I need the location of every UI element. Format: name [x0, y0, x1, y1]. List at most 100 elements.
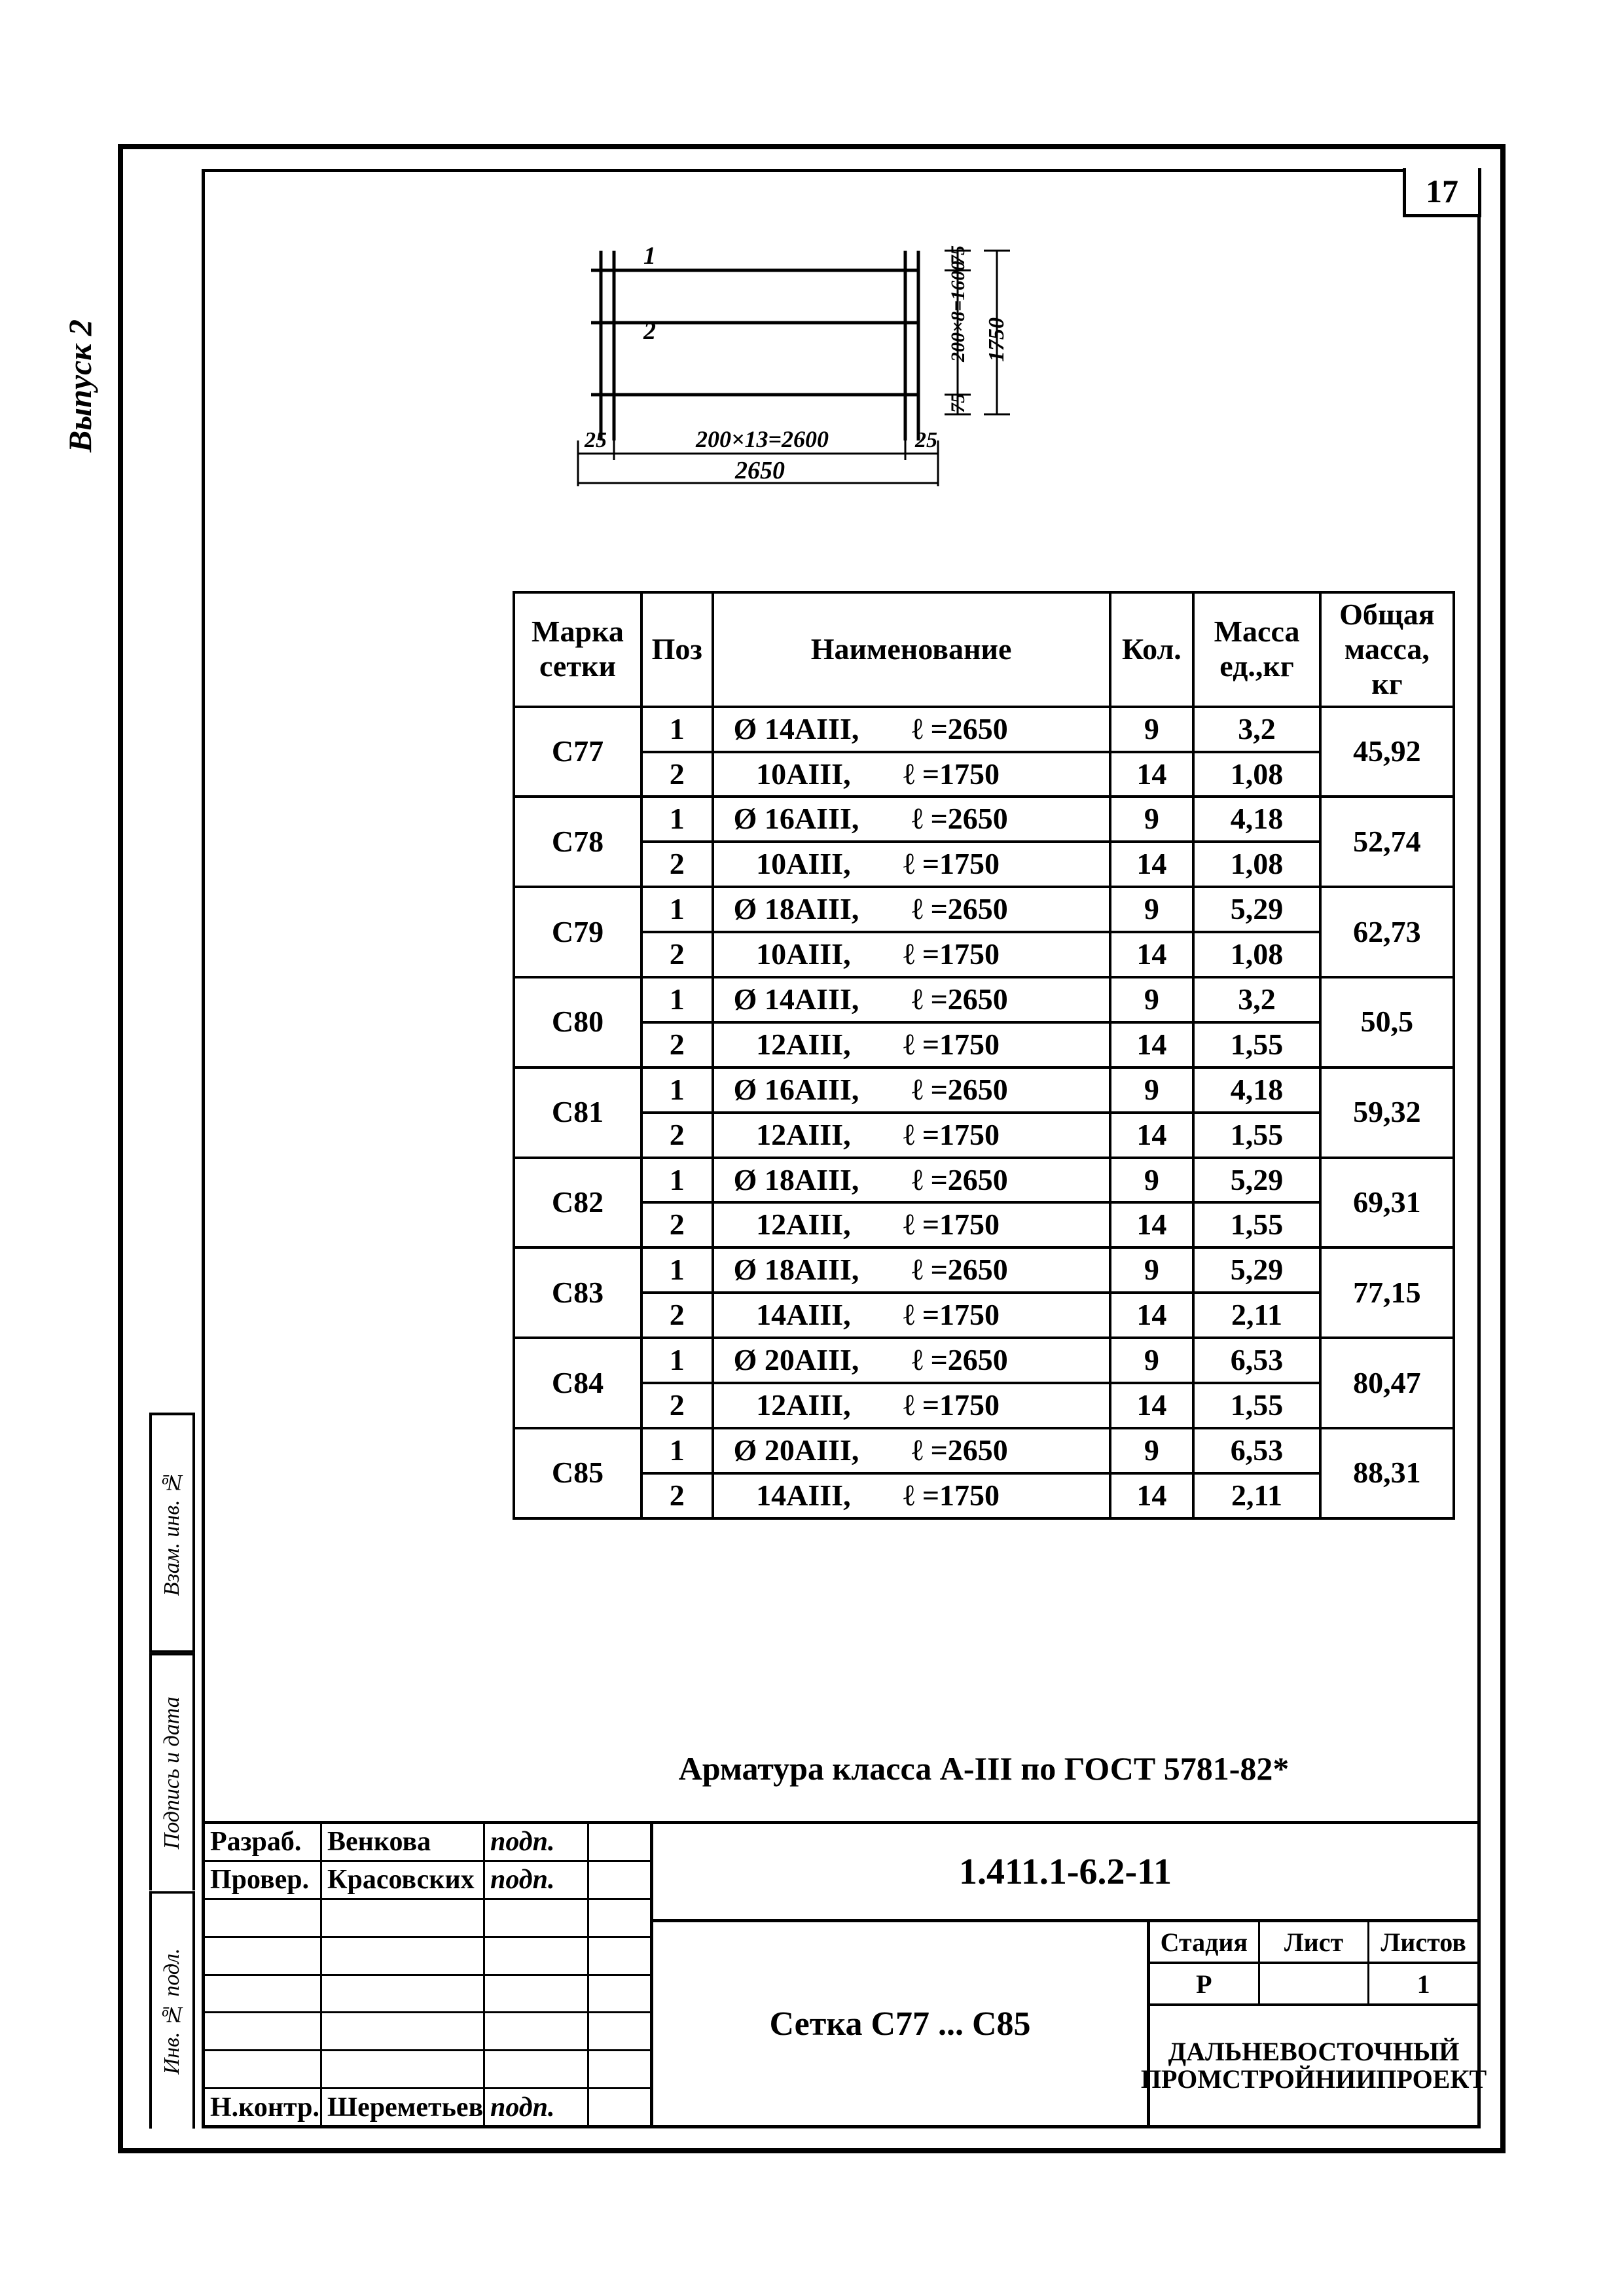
table-row: 2 12АIII, ℓ =1750141,55: [514, 1202, 1454, 1247]
approval-row: Разраб.Венковаподп.: [205, 1824, 650, 1862]
inner-frame: 17 1 2 25 200×13=2600 25 2650: [202, 169, 1481, 2128]
cell-mark: С81: [514, 1067, 641, 1158]
dim-total-width: 2650: [734, 457, 785, 484]
table-row: 2 14АIII, ℓ =1750142,11: [514, 1293, 1454, 1338]
cell-total-mass: 77,15: [1320, 1247, 1454, 1338]
cell-name: Ø 14АIII, ℓ =2650: [713, 977, 1110, 1022]
approval-date: [589, 1824, 650, 1860]
diagram-pos-2: 2: [643, 317, 656, 345]
cell-qty: 9: [1110, 1247, 1194, 1293]
organization: ДАЛЬНЕВОСТОЧНЫЙПРОМСТРОЙНИИПРОЕКТ: [1150, 2006, 1477, 2125]
cell-total-mass: 50,5: [1320, 977, 1454, 1067]
cell-name: 12АIII, ℓ =1750: [713, 1113, 1110, 1158]
cell-pos: 2: [641, 1113, 713, 1158]
title-block-meta: Стадия Лист Листов Р 1 ДАЛЬНЕВОСТОЧНЫЙПР…: [1150, 1922, 1477, 2125]
cell-name: 10АIII, ℓ =1750: [713, 752, 1110, 797]
cell-total-mass: 80,47: [1320, 1338, 1454, 1428]
col-total-mass: Общаямасса,кг: [1320, 592, 1454, 707]
cell-mark: С79: [514, 887, 641, 977]
approval-role: Разраб.: [205, 1824, 322, 1860]
meta-sheet-label: Лист: [1260, 1922, 1370, 1962]
dim-right-offset: 25: [914, 428, 937, 452]
cell-qty: 14: [1110, 932, 1194, 977]
approval-name: [322, 1976, 485, 2012]
cell-name: Ø 16АIII, ℓ =2650: [713, 797, 1110, 842]
approval-row: [205, 2051, 650, 2089]
cell-pos: 2: [641, 1473, 713, 1518]
cell-qty: 9: [1110, 887, 1194, 932]
cell-unit-mass: 5,29: [1193, 887, 1320, 932]
meta-sheet-value: [1260, 1964, 1370, 2003]
approval-name: Шереметьев: [322, 2089, 485, 2125]
approval-signature: [485, 1938, 589, 1974]
cell-unit-mass: 1,55: [1193, 1383, 1320, 1428]
issue-label: Выпуск 2: [61, 319, 99, 452]
cell-qty: 9: [1110, 1067, 1194, 1113]
cell-qty: 14: [1110, 842, 1194, 887]
cell-unit-mass: 6,53: [1193, 1428, 1320, 1473]
cell-total-mass: 45,92: [1320, 707, 1454, 797]
approval-signature: подп.: [485, 1862, 589, 1898]
cell-qty: 14: [1110, 1113, 1194, 1158]
approval-name: [322, 1938, 485, 1974]
dim-total-height: 1750: [984, 317, 1009, 362]
drawing-sheet: Выпуск 2 Взам. инв. № Подпись и дата Инв…: [118, 144, 1506, 2153]
table-row: 2 12АIII, ℓ =1750141,55: [514, 1383, 1454, 1428]
cell-name: 10АIII, ℓ =1750: [713, 932, 1110, 977]
cell-pos: 2: [641, 932, 713, 977]
cell-pos: 2: [641, 842, 713, 887]
cell-name: Ø 18АIII, ℓ =2650: [713, 887, 1110, 932]
cell-name: Ø 16АIII, ℓ =2650: [713, 1067, 1110, 1113]
drawing-code: 1.411.1-6.2-11: [653, 1824, 1477, 1922]
title-block-right: 1.411.1-6.2-11 Сетка С77 ... С85 Стадия …: [653, 1824, 1477, 2125]
cell-pos: 1: [641, 1247, 713, 1293]
cell-unit-mass: 5,29: [1193, 1247, 1320, 1293]
cell-qty: 14: [1110, 1383, 1194, 1428]
binder-column: Взам. инв. № Подпись и дата Инв. № подл.: [149, 1412, 195, 2128]
cell-name: Ø 18АIII, ℓ =2650: [713, 1158, 1110, 1203]
approval-row: [205, 1900, 650, 1938]
cell-qty: 14: [1110, 1293, 1194, 1338]
approval-row: Н.контр.Шереметьевподп.: [205, 2089, 650, 2125]
cell-qty: 14: [1110, 1022, 1194, 1067]
cell-pos: 2: [641, 1383, 713, 1428]
cell-unit-mass: 4,18: [1193, 797, 1320, 842]
cell-pos: 2: [641, 1022, 713, 1067]
cell-mark: С83: [514, 1247, 641, 1338]
approval-signature: подп.: [485, 1824, 589, 1860]
table-row: 2 12АIII, ℓ =1750141,55: [514, 1022, 1454, 1067]
cell-name: 10АIII, ℓ =1750: [713, 842, 1110, 887]
cell-pos: 2: [641, 1293, 713, 1338]
col-unit-mass: Массаед.,кг: [1193, 592, 1320, 707]
col-name: Наименование: [713, 592, 1110, 707]
approval-date: [589, 2051, 650, 2087]
gost-note: Арматура класса А-III по ГОСТ 5781-82*: [513, 1749, 1455, 1787]
title-block: Разраб.Венковаподп.Провер.Красовскихподп…: [205, 1821, 1477, 2125]
page-number: 17: [1403, 168, 1481, 217]
cell-unit-mass: 1,08: [1193, 752, 1320, 797]
cell-pos: 2: [641, 752, 713, 797]
approval-name: [322, 2051, 485, 2087]
approval-name: [322, 1900, 485, 1936]
approval-row: [205, 1976, 650, 2014]
meta-stage-label: Стадия: [1150, 1922, 1260, 1962]
cell-mark: С77: [514, 707, 641, 797]
cell-pos: 1: [641, 1338, 713, 1383]
cell-name: 12АIII, ℓ =1750: [713, 1383, 1110, 1428]
cell-unit-mass: 1,55: [1193, 1202, 1320, 1247]
cell-name: Ø 20АIII, ℓ =2650: [713, 1338, 1110, 1383]
table-row: С781Ø 16АIII, ℓ =265094,1852,74: [514, 797, 1454, 842]
cell-qty: 9: [1110, 797, 1194, 842]
cell-mark: С82: [514, 1158, 641, 1248]
table-header-row: Маркасетки Поз Наименование Кол. Массаед…: [514, 592, 1454, 707]
cell-total-mass: 88,31: [1320, 1428, 1454, 1518]
approval-role: [205, 2051, 322, 2087]
cell-qty: 9: [1110, 707, 1194, 752]
table-row: 2 10АIII, ℓ =1750141,08: [514, 932, 1454, 977]
cell-unit-mass: 2,11: [1193, 1473, 1320, 1518]
cell-pos: 1: [641, 977, 713, 1022]
table-row: С771Ø 14АIII, ℓ =265093,245,92: [514, 707, 1454, 752]
binder-cell: Взам. инв. №: [149, 1412, 195, 1653]
cell-unit-mass: 3,2: [1193, 977, 1320, 1022]
approval-row: Провер.Красовскихподп.: [205, 1862, 650, 1900]
